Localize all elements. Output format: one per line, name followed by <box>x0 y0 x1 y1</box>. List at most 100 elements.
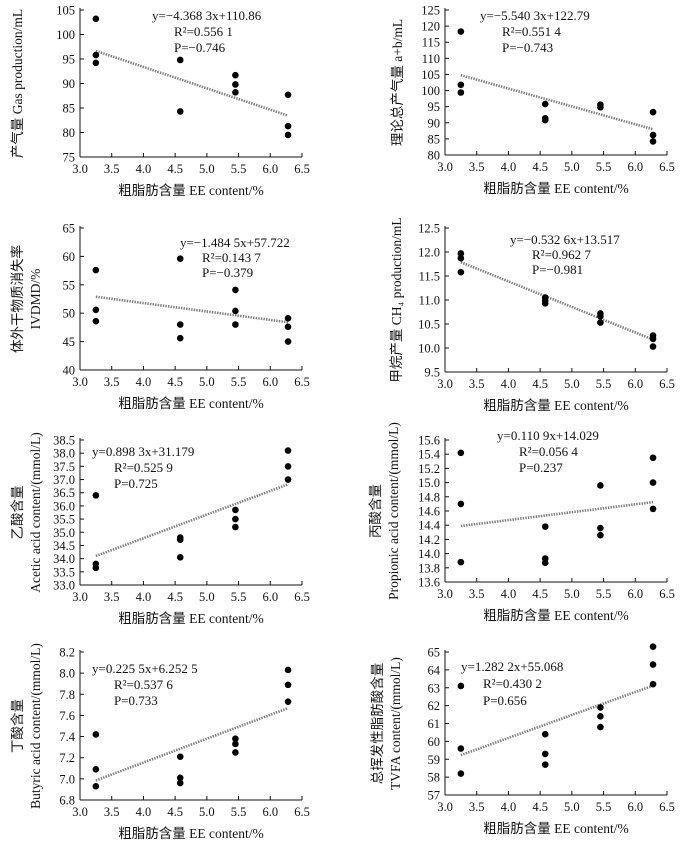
data-point <box>284 338 292 345</box>
y-tick-label: 90 <box>63 77 76 91</box>
data-point <box>232 523 239 531</box>
data-point <box>457 254 465 262</box>
y-tick-label: 37.0 <box>53 473 75 487</box>
y-tick-label: 11.0 <box>419 294 440 308</box>
x-tick-label: 5.0 <box>564 160 580 174</box>
y-tick-label: 11.5 <box>419 270 440 284</box>
data-point <box>284 476 292 483</box>
x-tick-label: 6.5 <box>659 160 675 174</box>
data-point <box>92 564 100 572</box>
y-tick-label: 38.0 <box>53 447 75 461</box>
data-point <box>176 334 184 342</box>
regression-annotation: P=0.725 <box>114 476 158 491</box>
x-tick-label: 3.0 <box>437 587 453 601</box>
x-tick-label: 6.0 <box>627 377 643 391</box>
x-tick-label: 4.0 <box>136 805 152 819</box>
y-tick-label: 34.5 <box>53 539 75 553</box>
x-tick-label: 3.0 <box>437 377 453 391</box>
y-tick-label: 15.6 <box>418 434 440 448</box>
y-tick-label: 7.0 <box>59 772 75 786</box>
y-tick-label: 60 <box>63 250 76 264</box>
data-point <box>541 559 549 567</box>
x-tick-label: 3.0 <box>72 375 88 389</box>
x-tick-label: 4.0 <box>136 590 152 604</box>
data-point <box>284 131 292 139</box>
y-tick-label: 33.0 <box>53 579 75 593</box>
x-tick-label: 4.5 <box>167 805 183 819</box>
regression-annotation: R²=0.056 4 <box>519 444 578 459</box>
y-tick-label: 63 <box>428 681 441 695</box>
regression-annotation: R²=0.430 2 <box>483 676 542 691</box>
y-axis-label: Propionic acid content/(mmol/L) <box>386 422 401 600</box>
x-tick-label: 4.5 <box>167 590 183 604</box>
x-tick-label: 6.0 <box>262 162 278 176</box>
y-tick-label: 115 <box>422 36 440 50</box>
y-tick-label: 15.4 <box>418 448 441 462</box>
data-point <box>649 479 657 486</box>
data-point <box>176 255 184 262</box>
scatter-panel-5: 33.033.534.034.535.035.536.036.537.037.5… <box>10 432 310 626</box>
x-tick-label: 6.5 <box>294 162 310 176</box>
y-tick-label: 36.0 <box>53 499 75 513</box>
x-tick-label: 5.0 <box>564 800 580 814</box>
y-tick-label: 10.0 <box>418 342 440 356</box>
y-tick-label: 95 <box>428 100 441 114</box>
trendline <box>460 684 654 757</box>
x-tick-label: 3.5 <box>104 590 120 604</box>
data-point <box>457 250 465 257</box>
data-point <box>176 554 184 561</box>
y-tick-label: 62 <box>428 699 441 713</box>
x-tick-label: 4.0 <box>501 160 517 174</box>
y-tick-label: 100 <box>421 84 440 98</box>
trendline <box>95 706 289 782</box>
scatter-panel-1: 75 80 85 90 95 100 105 3.0 3.5 4.0 4.5 5.0 5.5 6.0 6.5… <box>10 4 310 199</box>
y-axis-label: 总挥发性脂肪酸含量 <box>370 663 385 785</box>
y-tick-label: 105 <box>421 68 440 82</box>
data-point <box>284 698 292 705</box>
data-point <box>232 81 239 88</box>
regression-annotation: y=−4.368 3x+110.86 <box>152 8 262 23</box>
x-tick-label: 3.5 <box>469 160 485 174</box>
data-point <box>92 766 100 773</box>
x-axis-label: 粗脂肪含量 EE content/% <box>118 826 263 841</box>
data-point <box>92 492 100 499</box>
x-tick-label: 5.0 <box>199 805 215 819</box>
y-tick-label: 7.2 <box>59 751 75 765</box>
y-tick-label: 7.8 <box>59 688 75 702</box>
x-tick-label: 3.5 <box>469 800 485 814</box>
trendline <box>460 73 654 131</box>
y-tick-label: 35.0 <box>53 526 75 540</box>
y-tick-label: 35.5 <box>53 513 75 527</box>
x-axis-label: 粗脂肪含量 EE content/% <box>483 181 628 196</box>
x-tick-label: 3.5 <box>469 377 485 391</box>
data-point <box>176 779 184 787</box>
data-point <box>597 723 604 731</box>
x-tick-label: 4.5 <box>532 800 548 814</box>
data-point <box>457 770 465 777</box>
y-axis-label: TVFA content/(mmol/L) <box>388 657 403 790</box>
scatter-panel-6: 13.613.814.014.214.414.614.815.015.215.4… <box>368 422 675 623</box>
data-point <box>597 531 604 539</box>
data-point <box>92 59 100 67</box>
regression-annotation: y=−5.540 3x+122.79 <box>480 8 590 23</box>
scatter-panel-2: 80 85 90 95 100 105 110 115 120 125 3.0 3.5 4.0 4.5 5.… <box>390 4 675 197</box>
x-tick-label: 3.0 <box>437 800 453 814</box>
x-tick-label: 3.0 <box>72 162 88 176</box>
y-tick-label: 40 <box>63 364 76 378</box>
scatter-panel-3: 40 45 50 55 60 65 3.0 3.5 4.0 4.5 5.0 5.5 6.0 6.5 粗脂肪含… <box>9 222 310 412</box>
data-point <box>457 500 465 508</box>
x-tick-label: 6.5 <box>294 805 310 819</box>
data-point <box>232 307 239 315</box>
data-point <box>541 116 549 124</box>
y-tick-label: 80 <box>63 126 76 140</box>
data-point <box>649 454 657 462</box>
x-tick-label: 3.0 <box>72 590 88 604</box>
data-point <box>541 523 549 530</box>
data-point <box>232 71 239 79</box>
trendline <box>95 295 289 324</box>
y-tick-label: 58 <box>428 771 441 785</box>
data-point <box>232 740 239 748</box>
data-point <box>284 91 292 99</box>
y-tick-label: 6.8 <box>59 794 75 808</box>
x-tick-label: 3.5 <box>104 162 120 176</box>
